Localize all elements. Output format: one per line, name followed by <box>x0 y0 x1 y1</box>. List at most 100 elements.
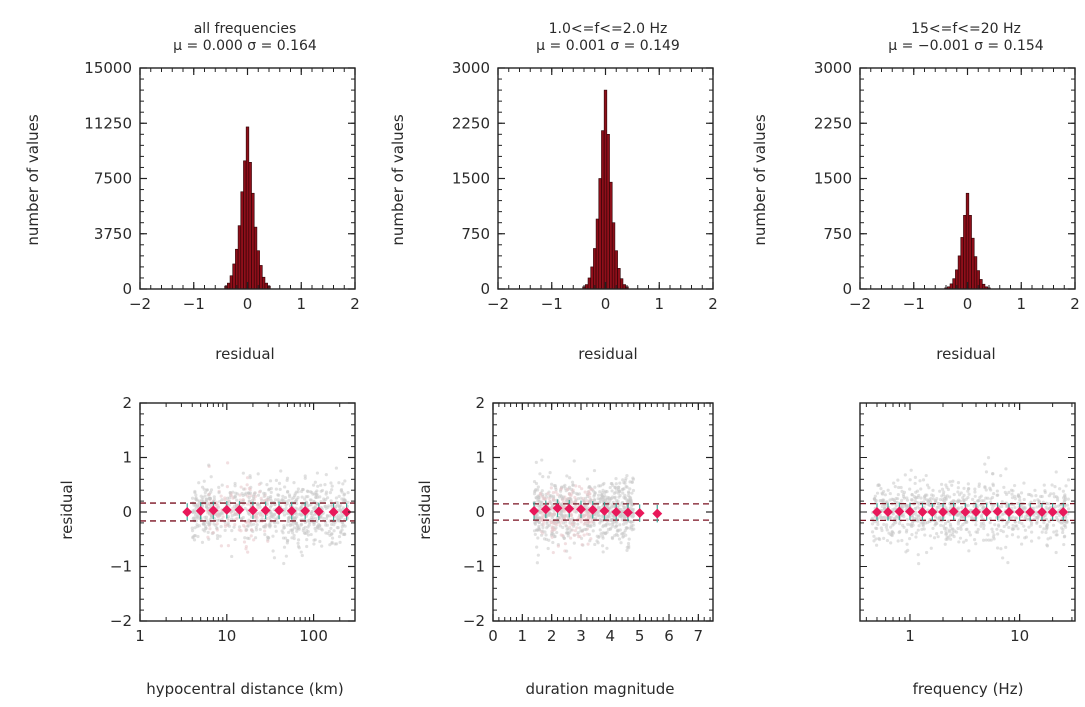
residual-point <box>964 497 968 501</box>
residual-point <box>303 474 307 478</box>
residual-point <box>601 550 605 554</box>
residual-point <box>296 526 300 531</box>
residual-point <box>1048 536 1053 540</box>
y-tick-label: 2250 <box>452 114 490 132</box>
residual-point <box>603 491 607 495</box>
x-tick-label: 1 <box>654 295 664 313</box>
residual-point <box>629 520 633 524</box>
residual-point <box>1063 525 1068 529</box>
x-axis-label: hypocentral distance (km) <box>146 680 344 698</box>
residual-point <box>546 475 551 479</box>
residual-point <box>951 530 955 534</box>
residual-point <box>998 515 1002 519</box>
residual-point <box>582 533 586 537</box>
residual-point <box>906 548 910 552</box>
residual-point <box>1032 499 1037 503</box>
residual-point <box>255 511 260 516</box>
residual-point <box>631 488 636 493</box>
residual-point <box>285 476 290 480</box>
residual-point <box>601 488 605 492</box>
residual-point <box>900 538 904 543</box>
residual-point <box>916 528 920 532</box>
residual-point <box>883 504 887 508</box>
histogram-bar <box>227 282 231 289</box>
residual-point <box>262 491 266 495</box>
residual-point <box>589 524 593 529</box>
residual-point <box>589 537 593 541</box>
residual-point <box>621 491 625 495</box>
residual-point <box>598 484 603 488</box>
residual-point <box>197 514 201 518</box>
data-layer <box>944 192 991 289</box>
residual-point <box>971 497 975 501</box>
residual-point <box>956 486 960 490</box>
residual-point <box>974 530 978 534</box>
residual-point <box>625 548 629 552</box>
residual-point <box>541 475 545 479</box>
residual-point <box>215 528 219 532</box>
residual-point <box>1006 561 1010 565</box>
residual-point <box>892 481 896 485</box>
residual-point <box>608 527 612 531</box>
residual-point <box>554 490 558 494</box>
residual-point <box>1002 485 1006 489</box>
residual-point <box>589 487 593 491</box>
residual-point <box>325 523 329 527</box>
residual-point <box>596 493 601 497</box>
residual-point <box>1064 484 1068 488</box>
residual-point <box>616 533 620 538</box>
panel-hist-15-20hz: 15<=f<=20 Hz μ = −0.001 σ = 0.154 number… <box>751 21 1080 363</box>
residual-point <box>887 531 891 535</box>
histogram-bar <box>251 192 255 289</box>
x-tick-label: −2 <box>849 295 871 313</box>
residual-point <box>902 490 907 494</box>
residual-point <box>217 491 221 495</box>
mean-marker <box>1004 507 1014 517</box>
residual-point <box>956 500 960 504</box>
residual-point <box>905 518 909 522</box>
residual-point <box>982 526 986 531</box>
residual-point <box>928 534 933 538</box>
mean-marker <box>599 505 610 516</box>
residual-point <box>1023 528 1028 532</box>
y-tick-label: 0 <box>842 280 852 298</box>
residual-point <box>550 529 554 534</box>
residual-point <box>248 476 252 480</box>
residual-point <box>954 530 959 534</box>
plot-area: 1 10 100 −2 −1 0 1 2 <box>110 394 356 645</box>
residual-point <box>908 478 912 482</box>
residual-point <box>996 532 1000 536</box>
data-layer <box>224 126 271 289</box>
residual-point <box>885 538 890 543</box>
residual-point <box>1056 518 1060 523</box>
residual-point <box>1037 501 1041 505</box>
residual-point <box>1045 543 1049 547</box>
residual-point <box>556 544 560 548</box>
residual-point <box>625 499 629 503</box>
residual-point <box>573 495 577 500</box>
residual-point <box>621 535 625 539</box>
residual-point <box>243 493 247 497</box>
residual-point <box>215 518 220 522</box>
residual-point <box>1029 539 1034 543</box>
residual-point <box>335 515 339 519</box>
x-tick-label: −1 <box>903 295 925 313</box>
residual-point <box>329 499 333 503</box>
residual-point <box>926 508 930 512</box>
residual-point <box>927 503 931 507</box>
residual-point <box>891 531 895 535</box>
residual-point <box>195 523 199 527</box>
residual-point <box>613 496 617 500</box>
residual-point <box>534 460 538 464</box>
residual-point <box>232 525 236 529</box>
residual-point <box>230 554 234 559</box>
residual-point <box>230 513 234 518</box>
residual-point <box>626 494 631 498</box>
residual-point <box>212 497 217 501</box>
residual-point <box>296 544 301 548</box>
residual-point <box>551 550 555 555</box>
residual-point <box>1038 524 1042 529</box>
residual-point <box>245 476 250 480</box>
residual-point <box>225 485 230 489</box>
residual-point <box>563 513 567 517</box>
